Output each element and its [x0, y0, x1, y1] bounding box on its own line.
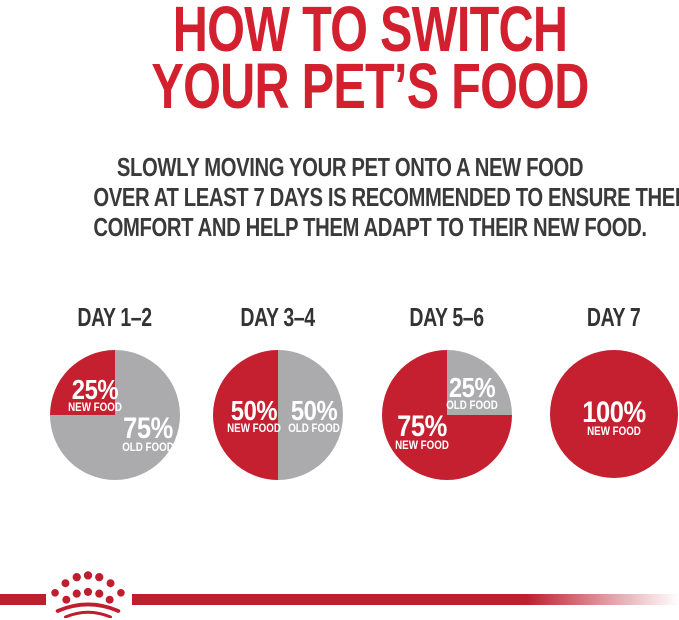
pie-chart-day-7: 100% NEW FOOD — [550, 350, 678, 478]
pie-1-new-food-pct: 25% — [71, 374, 119, 405]
pie-2-new-food-pct: 50% — [230, 395, 278, 426]
pie-chart-day-5-6: 25% OLD FOOD 75% NEW FOOD — [382, 350, 512, 480]
day-1-2-header-text: DAY 1–2 — [77, 302, 153, 332]
pie-3-new-food-label: 75% NEW FOOD — [395, 410, 449, 453]
pie-chart-day-3-4: 50% NEW FOOD 50% OLD FOOD — [213, 350, 343, 480]
pie-1-old-food-pct: 75% — [123, 412, 173, 445]
pie-chart-day-1-2: 25% NEW FOOD 75% OLD FOOD — [50, 350, 180, 480]
pie-4-new-food-name: NEW FOOD — [587, 426, 641, 438]
pie-2-old-food-pct: 50% — [290, 395, 338, 426]
day-1-2-header: DAY 1–2 — [35, 304, 195, 330]
day-7-header-text: DAY 7 — [587, 302, 641, 332]
pie-2-new-food-name: NEW FOOD — [227, 423, 281, 435]
footer-bar-right — [132, 594, 679, 605]
day-7-header: DAY 7 — [534, 304, 679, 330]
pie-3-old-food-name: OLD FOOD — [446, 400, 498, 412]
day-5-6-header-text: DAY 5–6 — [409, 302, 485, 332]
day-5-6-header: DAY 5–6 — [367, 304, 527, 330]
intro-line-1: SLOWLY MOVING YOUR PET ONTO A NEW FOOD — [116, 152, 584, 182]
intro-line-2: OVER AT LEAST 7 DAYS IS RECOMMENDED TO E… — [93, 182, 679, 212]
intro-text: SLOWLY MOVING YOUR PET ONTO A NEW FOOD O… — [21, 152, 679, 242]
page-title: HOW TO SWITCH YOUR PET’S FOOD — [61, 0, 679, 122]
footer-bar-left — [0, 594, 46, 605]
pie-3-new-food-pct: 75% — [397, 410, 447, 443]
pie-1-new-food-label: 25% NEW FOOD — [68, 374, 122, 415]
pie-1-new-food-name: NEW FOOD — [68, 402, 122, 414]
pie-2-new-food-label: 50% NEW FOOD — [227, 395, 281, 436]
pie-3-old-food-label: 25% OLD FOOD — [446, 372, 498, 413]
pie-2-old-food-label: 50% OLD FOOD — [288, 395, 340, 436]
day-3-4-header-text: DAY 3–4 — [240, 302, 316, 332]
page-title-line-1: HOW TO SWITCH — [172, 0, 568, 65]
pie-1-old-food-name: OLD FOOD — [122, 442, 174, 454]
pie-2-old-food-name: OLD FOOD — [288, 423, 340, 435]
intro-line-3: COMFORT AND HELP THEM ADAPT TO THEIR NEW… — [93, 212, 647, 242]
day-3-4-header: DAY 3–4 — [198, 304, 358, 330]
pie-1-old-food-label: 75% OLD FOOD — [122, 412, 174, 455]
pie-4-new-food-label: 100% NEW FOOD — [582, 396, 646, 439]
royal-canin-crown-icon — [51, 571, 125, 618]
pie-3-new-food-name: NEW FOOD — [395, 440, 449, 452]
pie-4-new-food-pct: 100% — [582, 396, 646, 429]
pie-3-old-food-pct: 25% — [448, 372, 496, 403]
page-title-line-2: YOUR PET’S FOOD — [151, 50, 589, 122]
